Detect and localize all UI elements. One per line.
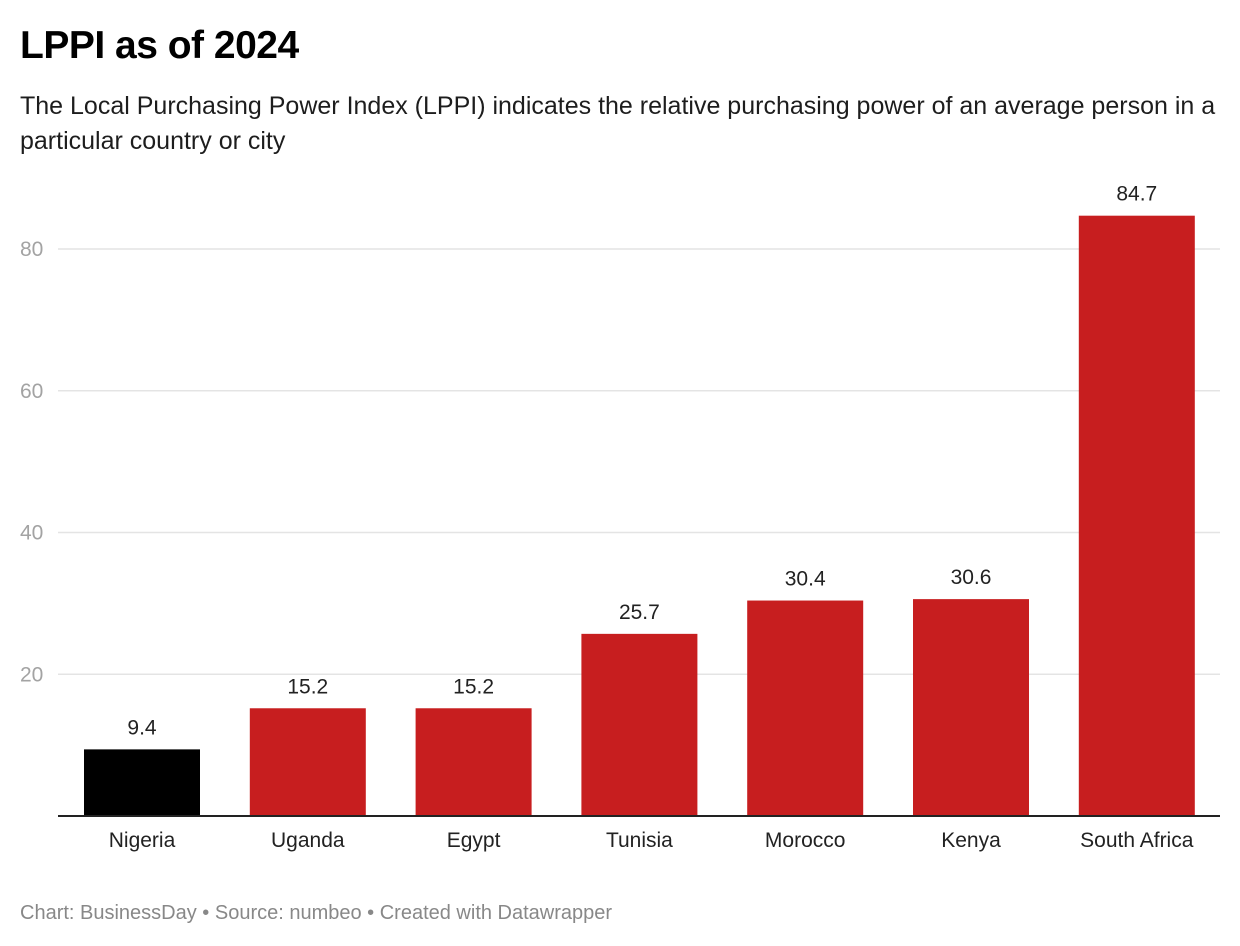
bar-uganda [249,708,366,816]
x-tick-label: Kenya [941,829,1001,852]
x-tick-label: Uganda [271,829,345,852]
value-label: 25.7 [619,601,660,624]
x-tick-label: Egypt [447,829,501,852]
bar-egypt [415,708,532,816]
chart-footer: Chart: BusinessDay • Source: numbeo • Cr… [20,902,613,924]
x-tick-label: Nigeria [109,829,176,852]
value-label: 9.4 [127,716,157,739]
bar-morocco [747,600,864,816]
x-tick-label: Tunisia [606,829,673,852]
bars: 9.4 15.2 15.2 25.7 30.4 30.6 84.7 [84,183,1195,817]
chart-subtitle: The Local Purchasing Power Index (LPPI) … [20,92,1216,155]
y-tick-label: 80 [20,238,43,261]
x-axis: Nigeria Uganda Egypt Tunisia Morocco Kenya Sou… [58,815,1220,852]
bar-kenya [913,599,1029,816]
value-label: 84.7 [1116,183,1157,206]
bar-south-africa [1078,215,1195,817]
chart-title: LPPI as of 2024 [20,24,299,67]
value-label: 30.4 [785,568,826,591]
y-tick-label: 60 [20,380,43,403]
value-label: 30.6 [951,566,992,589]
y-tick-label: 20 [20,663,43,686]
x-tick-label: South Africa [1080,829,1194,852]
x-tick-label: Morocco [765,829,846,852]
value-label: 15.2 [287,675,328,698]
y-tick-label: 40 [20,522,43,545]
bar-tunisia [581,633,698,816]
bar-nigeria [84,749,200,816]
value-label: 15.2 [453,675,494,698]
